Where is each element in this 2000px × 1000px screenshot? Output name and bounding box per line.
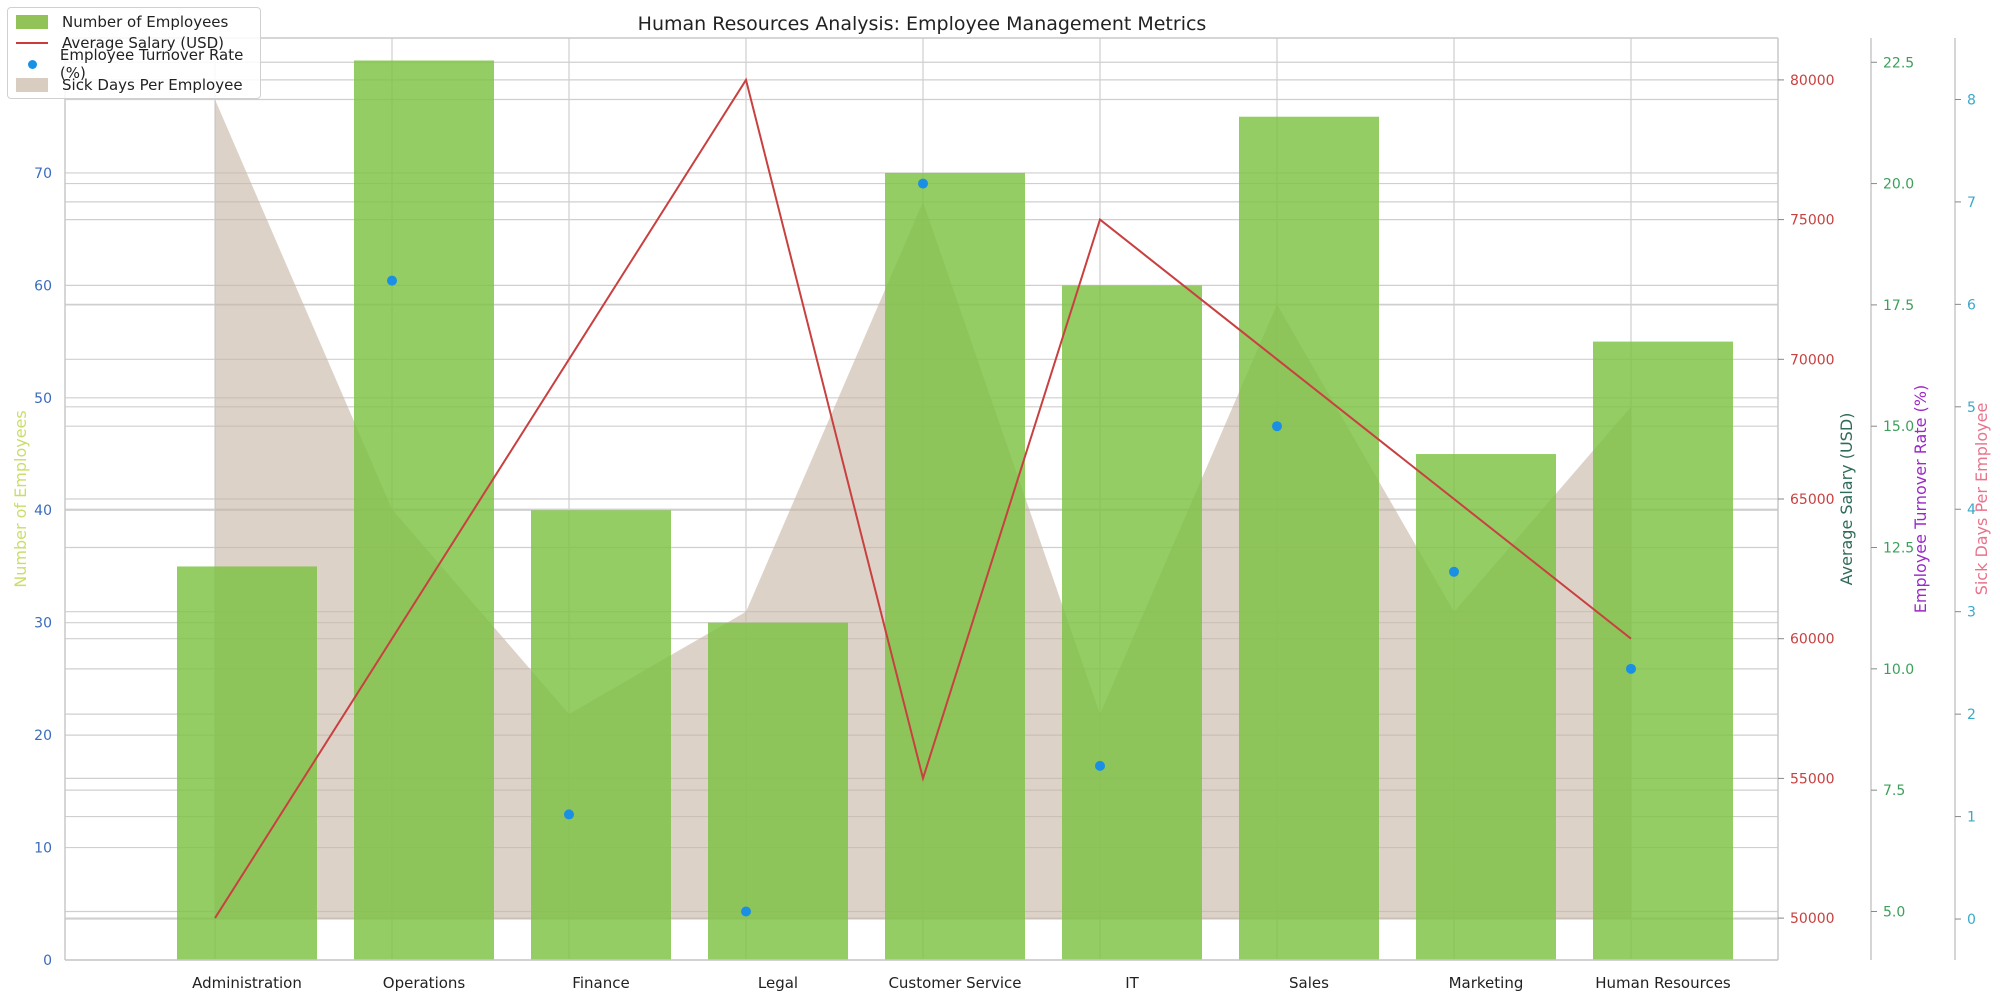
y-tick-label-sick-days: 7 xyxy=(1967,195,1976,211)
turnover-point xyxy=(1449,566,1459,577)
y-tick-label-salary: 55000 xyxy=(1790,771,1835,787)
x-tick-label: Finance xyxy=(572,974,629,992)
chart-title: Human Resources Analysis: Employee Manag… xyxy=(638,13,1207,35)
turnover-point xyxy=(741,906,751,917)
bar-it xyxy=(1062,285,1202,960)
y-tick-label-left: 40 xyxy=(34,503,52,519)
y-tick-label-turnover: 5.0 xyxy=(1883,904,1905,920)
y-tick-label-salary: 50000 xyxy=(1790,911,1835,927)
legend-swatch-line xyxy=(16,36,48,50)
legend-label: Number of Employees xyxy=(62,13,229,31)
turnover-point xyxy=(387,275,397,286)
y-tick-label-sick-days: 4 xyxy=(1967,502,1976,518)
y-tick-label-sick-days: 8 xyxy=(1967,92,1976,108)
legend-item-salary: Average Salary (USD) xyxy=(16,33,224,53)
legend-item-turnover: Employee Turnover Rate (%) xyxy=(16,46,260,82)
y-tick-label-left: 70 xyxy=(34,166,52,182)
y-axis-label-turnover: Employee Turnover Rate (%) xyxy=(1911,385,1930,613)
legend-swatch-area xyxy=(16,78,48,92)
legend-item-employees: Number of Employees xyxy=(16,12,228,32)
y-tick-label-turnover: 12.5 xyxy=(1883,541,1914,557)
bar-human-resources xyxy=(1593,341,1733,961)
legend-label: Employee Turnover Rate (%) xyxy=(59,46,244,82)
y-tick-label-left: 0 xyxy=(43,953,52,969)
salary-line-layer xyxy=(214,77,1632,919)
legend-label: Average Salary (USD) xyxy=(62,34,225,52)
bar-sales xyxy=(1239,116,1379,960)
y-tick-label-sick-days: 5 xyxy=(1967,400,1976,416)
y-tick-label-sick-days: 0 xyxy=(1967,912,1976,928)
axes: Administration Operations Finance Legal Cust… xyxy=(11,37,1991,992)
y-tick-label-sick-days: 3 xyxy=(1967,605,1976,621)
y-tick-label-salary: 60000 xyxy=(1790,632,1835,648)
y-tick-label-left: 60 xyxy=(34,278,52,294)
y-tick-label-salary: 70000 xyxy=(1790,352,1835,368)
y-tick-label-turnover: 20.0 xyxy=(1883,177,1914,193)
y-axis-label-sick-days: Sick Days Per Employee xyxy=(1972,403,1991,596)
chart-legend: Number of Employees Average Salary (USD)… xyxy=(7,7,261,99)
y-tick-label-salary: 65000 xyxy=(1790,492,1835,508)
turnover-points-layer xyxy=(387,178,1636,917)
y-tick-label-turnover: 10.0 xyxy=(1883,662,1914,678)
bar-administration xyxy=(177,566,317,960)
y-tick-label-salary: 75000 xyxy=(1790,213,1835,229)
x-tick-label: Administration xyxy=(192,974,302,992)
legend-swatch-bar xyxy=(16,15,48,29)
turnover-point xyxy=(1272,421,1282,432)
x-tick-label: Legal xyxy=(758,974,798,992)
bar-customer-service xyxy=(885,172,1025,961)
x-tick-label: Sales xyxy=(1289,974,1329,992)
y-tick-label-turnover: 17.5 xyxy=(1883,298,1914,314)
x-tick-label: Human Resources xyxy=(1595,974,1731,992)
y-tick-label-left: 50 xyxy=(34,391,52,407)
y-tick-label-turnover: 15.0 xyxy=(1883,419,1914,435)
y-tick-label-turnover: 7.5 xyxy=(1883,783,1905,799)
y-tick-label-left: 30 xyxy=(34,616,52,632)
salary-line xyxy=(214,77,1632,919)
x-tick-label: IT xyxy=(1125,974,1139,992)
bar-marketing xyxy=(1416,454,1556,960)
y-tick-label-sick-days: 1 xyxy=(1967,810,1976,826)
turnover-point xyxy=(564,809,574,820)
y-tick-label-sick-days: 2 xyxy=(1967,707,1976,723)
y-tick-label-left: 20 xyxy=(34,728,52,744)
bar-legal xyxy=(708,622,848,960)
y-axis-label-left: Number of Employees xyxy=(11,410,30,587)
y-tick-label-left: 10 xyxy=(34,841,52,857)
turnover-point xyxy=(1095,760,1105,771)
bar-finance xyxy=(531,510,671,960)
legend-item-sick-days: Sick Days Per Employee xyxy=(16,75,243,95)
x-tick-label: Operations xyxy=(383,974,466,992)
y-tick-label-sick-days: 6 xyxy=(1967,297,1976,313)
turnover-point xyxy=(1626,663,1636,674)
y-axis-label-salary: Average Salary (USD) xyxy=(1837,413,1856,586)
turnover-point xyxy=(918,178,928,189)
legend-swatch-dot xyxy=(16,57,46,71)
employee-bars-layer xyxy=(177,60,1733,961)
legend-label: Sick Days Per Employee xyxy=(62,76,243,94)
x-tick-label: Marketing xyxy=(1449,974,1524,992)
y-tick-label-turnover: 22.5 xyxy=(1883,55,1914,71)
bar-operations xyxy=(354,60,494,961)
y-tick-label-salary: 80000 xyxy=(1790,73,1835,89)
x-tick-label: Customer Service xyxy=(888,974,1021,992)
